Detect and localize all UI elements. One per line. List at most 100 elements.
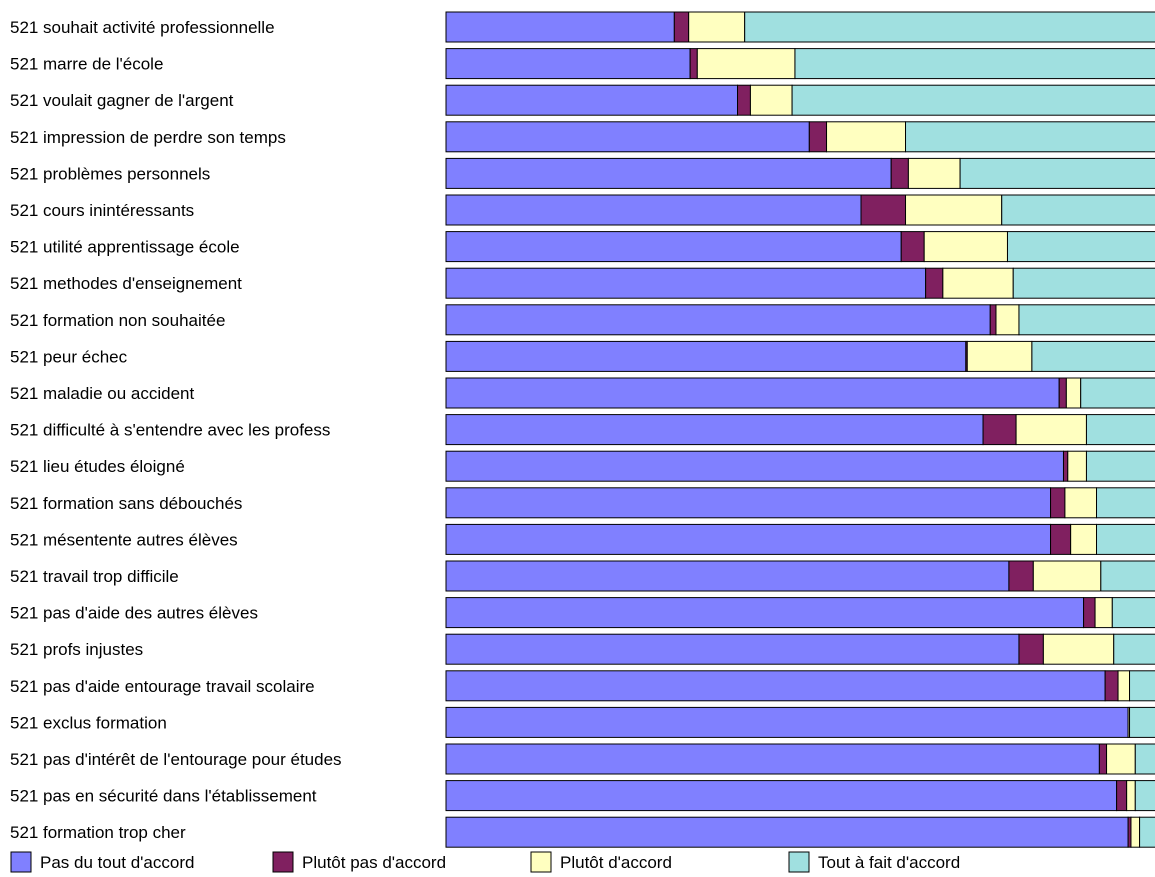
bar-segment-1 <box>445 743 1100 775</box>
category-label: lieu études éloigné <box>43 457 185 476</box>
bar-segment-1 <box>445 84 739 116</box>
bar-segment-2 <box>890 157 909 189</box>
bar-segment-3 <box>995 304 1020 336</box>
row-count-label: 521 <box>10 128 38 147</box>
bar-segment-2 <box>900 231 925 263</box>
bar-segment-2 <box>1050 487 1066 519</box>
bar-segment-1 <box>445 816 1129 848</box>
bar-row: 521 pas en sécurité dans l'établissement <box>10 780 1155 812</box>
bar-segment-3 <box>688 11 746 43</box>
bar-row: 521 formation non souhaitée <box>10 304 1155 336</box>
row-count-label: 521 <box>10 274 38 293</box>
bar-segment-3 <box>1070 523 1098 555</box>
bar-row: 521 methodes d'enseignement <box>10 267 1155 299</box>
bar-segment-3 <box>1064 487 1098 519</box>
bar-segment-4 <box>1113 633 1155 665</box>
bar-segment-4 <box>791 84 1155 116</box>
bar-segment-4 <box>905 121 1155 153</box>
bar-row: 521 peur échec <box>10 340 1155 372</box>
category-label: difficulté à s'entendre avec les profess <box>43 421 330 440</box>
bar-segment-2 <box>1058 377 1067 409</box>
bar-segment-1 <box>445 560 1010 592</box>
bar-segment-3 <box>907 157 961 189</box>
row-count-label: 521 <box>10 201 38 220</box>
row-count-label: 521 <box>10 787 38 806</box>
bar-segment-1 <box>445 267 927 299</box>
category-label: utilité apprentissage école <box>43 238 240 257</box>
bar-segment-4 <box>1085 414 1155 446</box>
category-label: travail trop difficile <box>43 567 179 586</box>
bar-row: 521 lieu études éloigné <box>10 450 1155 482</box>
row-count-label: 521 <box>10 494 38 513</box>
row-count-label: 521 <box>10 347 38 366</box>
legend-swatch <box>272 851 294 873</box>
bar-segment-2 <box>1062 450 1069 482</box>
bar-segment-1 <box>445 670 1106 702</box>
row-count-label: 521 <box>10 457 38 476</box>
bar-segment-2 <box>1083 597 1096 629</box>
bar-segment-4 <box>1134 780 1155 812</box>
bar-segment-2 <box>1050 523 1072 555</box>
bar-row: 521 travail trop difficile <box>10 560 1155 592</box>
row-count-label: 521 <box>10 604 38 623</box>
bar-segment-3 <box>1094 597 1113 629</box>
bar-segment-4 <box>1129 670 1155 702</box>
legend-label: Tout à fait d'accord <box>818 853 960 872</box>
bar-segment-3 <box>905 194 1003 226</box>
category-label: souhait activité professionnelle <box>43 18 275 37</box>
bar-row: 521 problèmes personnels <box>10 157 1155 189</box>
bar-segment-3 <box>1015 414 1087 446</box>
bar-segment-2 <box>860 194 907 226</box>
bar-segment-2 <box>737 84 751 116</box>
bar-segment-1 <box>445 48 691 80</box>
bar-segment-1 <box>445 340 967 372</box>
bar-segment-3 <box>942 267 1014 299</box>
bar-segment-4 <box>1080 377 1155 409</box>
bar-segment-2 <box>1104 670 1119 702</box>
category-label: pas d'aide des autres élèves <box>43 604 258 623</box>
bar-segment-4 <box>1085 450 1155 482</box>
bar-segment-2 <box>925 267 944 299</box>
bar-segment-2 <box>1116 780 1128 812</box>
category-label: formation non souhaitée <box>43 311 225 330</box>
row-count-label: 521 <box>10 421 38 440</box>
bar-segment-3 <box>1065 377 1082 409</box>
category-label: marre de l'école <box>43 55 163 74</box>
category-label: pas d'intérêt de l'entourage pour études <box>43 750 342 769</box>
bar-row: 521 pas d'aide entourage travail scolaire <box>10 670 1155 702</box>
bar-row: 521 difficulté à s'entendre avec les prof… <box>10 414 1155 446</box>
bar-segment-1 <box>445 633 1020 665</box>
bar-segment-4 <box>744 11 1155 43</box>
bar-segment-4 <box>1139 816 1155 848</box>
bar-segment-3 <box>749 84 793 116</box>
bar-row: 521 voulait gagner de l'argent <box>10 84 1155 116</box>
bar-segment-4 <box>1111 597 1155 629</box>
row-count-label: 521 <box>10 311 38 330</box>
legend-label: Plutôt d'accord <box>560 853 672 872</box>
bar-row: 521 cours inintéressants <box>10 194 1155 226</box>
bar-segment-3 <box>826 121 907 153</box>
bar-segment-2 <box>982 414 1017 446</box>
bar-segment-1 <box>445 706 1129 738</box>
category-label: cours inintéressants <box>43 201 194 220</box>
bar-row: 521 utilité apprentissage école <box>10 231 1155 263</box>
bar-segment-1 <box>445 780 1118 812</box>
bar-segment-1 <box>445 231 902 263</box>
row-count-label: 521 <box>10 91 38 110</box>
bar-row: 521 profs injustes <box>10 633 1155 665</box>
bar-segment-3 <box>1032 560 1102 592</box>
bar-segment-4 <box>1006 231 1155 263</box>
legend-label: Plutôt pas d'accord <box>302 853 446 872</box>
bar-segment-1 <box>445 304 991 336</box>
category-label: exclus formation <box>43 713 167 732</box>
category-label: impression de perdre son temps <box>43 128 286 147</box>
category-label: formation sans débouchés <box>43 494 242 513</box>
bar-segment-2 <box>989 304 997 336</box>
bar-segment-4 <box>794 48 1155 80</box>
category-label: pas en sécurité dans l'établissement <box>43 787 317 806</box>
category-label: voulait gagner de l'argent <box>43 91 234 110</box>
bar-row: 521 formation sans débouchés <box>10 487 1155 519</box>
bar-segment-2 <box>673 11 690 43</box>
category-label: methodes d'enseignement <box>43 274 242 293</box>
